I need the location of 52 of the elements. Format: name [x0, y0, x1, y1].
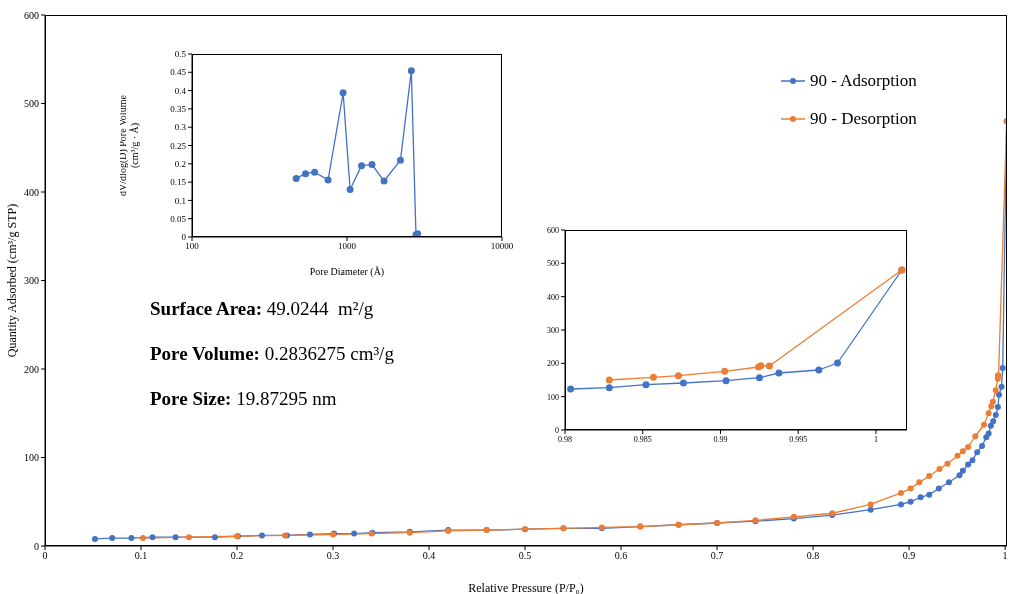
x-tick-label: 1000	[338, 241, 357, 252]
x-tick-label: 1	[1002, 550, 1008, 562]
x-tick-label: 0.7	[710, 550, 724, 562]
x-tick-label: 100	[185, 241, 200, 252]
y-tick-label: 0	[181, 232, 187, 243]
y-tick-label: 0.05	[170, 213, 187, 224]
y-tick-label: 0.45	[170, 67, 187, 78]
x-tick-label: 0.98	[558, 434, 572, 444]
y-axis-title: Quantity Adsorbed (cm³/g STP)	[5, 203, 19, 358]
annotation: Pore Size: 19.87295 nm	[150, 388, 337, 410]
y-tick-label: 0.4	[174, 85, 187, 96]
y-tick-label: 0	[34, 540, 39, 552]
y-tick-label: 0.15	[170, 177, 187, 188]
x-tick-label: 0.99	[713, 434, 728, 444]
x-tick-label: 0.8	[806, 550, 820, 562]
y-tick-label: 100	[24, 452, 39, 464]
y-tick-label: 400	[24, 186, 39, 198]
x-tick-label: 0.6	[614, 550, 628, 562]
x-axis-title: Relative Pressure (P/P₀)	[468, 581, 584, 594]
annotation: Pore Volume: 0.2836275 cm³/g	[150, 343, 394, 365]
x-tick-label: 0	[42, 550, 48, 562]
y-tick-label: 0.1	[174, 195, 186, 206]
x-tick-label: 0.3	[326, 550, 340, 562]
y-tick-label: 0.5	[174, 49, 187, 60]
x-tick-label: 1	[873, 434, 878, 444]
y-tick-label: 500	[547, 259, 559, 269]
x-tick-label: 0.9	[902, 550, 916, 562]
x-tick-label: 0.985	[633, 434, 652, 444]
y-tick-label: 100	[547, 392, 559, 402]
y-tick-label: 300	[547, 325, 559, 335]
y-tick-label: 0.2	[174, 158, 186, 169]
x-tick-label: 0.4	[422, 550, 436, 562]
y-tick-label: 0.3	[174, 122, 187, 133]
y-tick-label: 200	[24, 363, 39, 375]
y-tick-label: 300	[24, 275, 39, 287]
x-axis-title: Pore Diameter (Å)	[309, 266, 385, 278]
y-tick-label: 600	[547, 225, 559, 235]
y-tick-label: 0.25	[170, 140, 187, 151]
y-tick-label: 200	[547, 359, 559, 369]
x-tick-label: 0.2	[230, 550, 244, 562]
legend-label: 90 - Adsorption	[810, 71, 917, 91]
y-tick-label: 400	[547, 292, 559, 302]
y-tick-label: 500	[24, 98, 39, 110]
annotation: Surface Area: 49.0244 m²/g	[150, 298, 374, 320]
y-tick-label: 0.35	[170, 104, 187, 115]
x-tick-label: 10000	[490, 241, 514, 252]
y-tick-label: 0	[555, 425, 559, 435]
x-tick-label: 0.5	[518, 550, 532, 562]
legend-label: 90 - Desorption	[810, 109, 917, 129]
y-tick-label: 600	[24, 9, 39, 21]
x-tick-label: 0.995	[789, 434, 808, 444]
x-tick-label: 0.1	[134, 550, 148, 562]
